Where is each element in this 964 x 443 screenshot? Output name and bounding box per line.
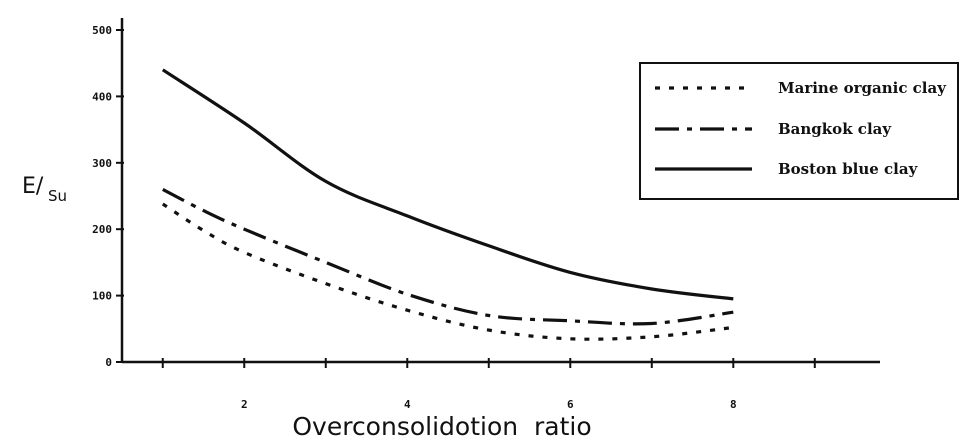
- legend-box: [639, 62, 959, 200]
- series-line-0: [161, 202, 734, 341]
- series-line-1: [162, 187, 734, 326]
- plot-area: 0 100 200 300 400 500 2 4 6 8: [92, 18, 880, 411]
- x-tick-label: 4: [404, 398, 411, 411]
- y-tick-label: 300: [92, 157, 112, 170]
- y-tick-label: 200: [92, 223, 112, 236]
- series-lines: [161, 68, 734, 341]
- y-tick-label: 100: [92, 290, 112, 303]
- legend-label-0: Marine organic clay: [778, 79, 947, 97]
- series-line-2: [161, 68, 734, 301]
- y-tick-label: 400: [92, 90, 112, 103]
- legend-entries: Marine organic clay Bangkok clay Boston bl…: [655, 79, 947, 178]
- y-axis-title-sub: Su: [48, 187, 67, 205]
- legend-label-1: Bangkok clay: [778, 120, 892, 138]
- y-axis-title-main: E/: [22, 174, 44, 199]
- x-tick-label: 6: [567, 398, 574, 411]
- legend-label-2: Boston blue clay: [778, 160, 919, 178]
- x-tick-label: 2: [241, 398, 248, 411]
- y-tick-label: 500: [92, 24, 112, 37]
- x-axis-title: Overconsolidotion ratio: [292, 412, 591, 441]
- legend: Marine organic clay Bangkok clay Boston bl…: [639, 62, 959, 200]
- y-axis-title: E/ Su: [22, 174, 67, 205]
- x-tick-label: 8: [730, 398, 737, 411]
- y-ticks: 0 100 200 300 400 500: [92, 24, 124, 369]
- x-ticks: 2 4 6 8: [161, 358, 816, 411]
- y-tick-label: 0: [105, 356, 112, 369]
